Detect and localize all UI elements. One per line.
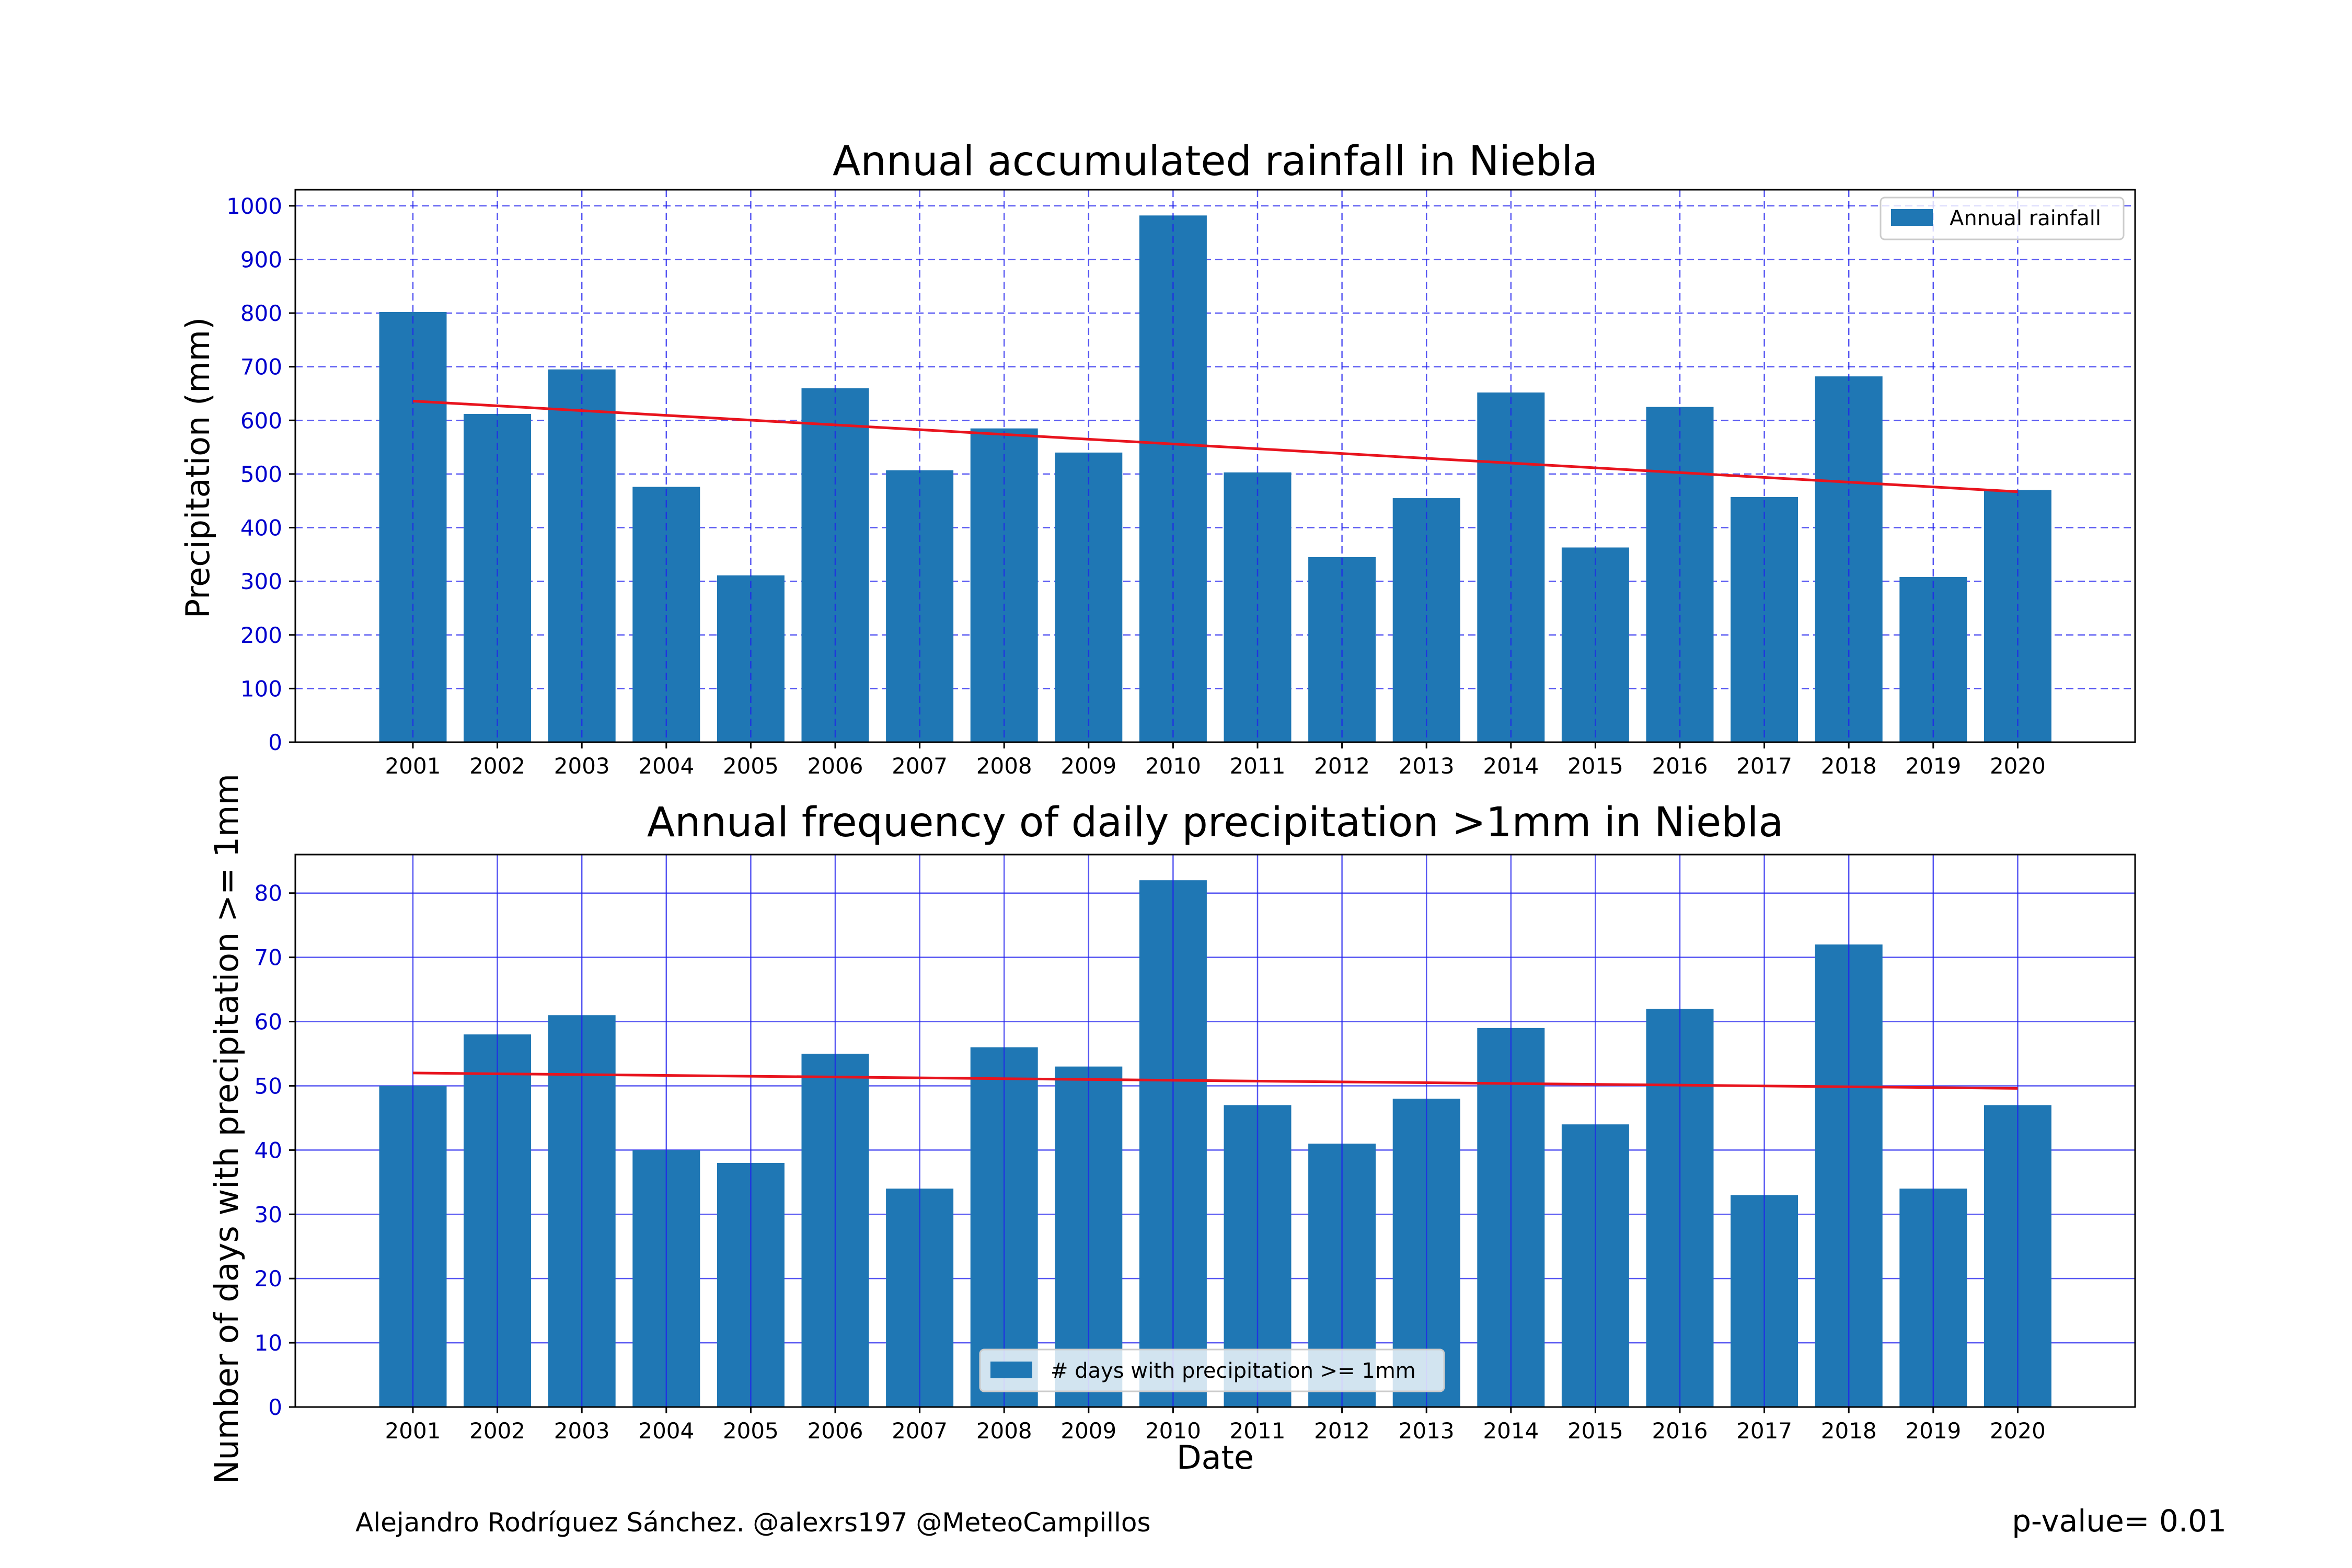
y-tick-label: 40 — [255, 1137, 282, 1163]
x-axis-label: Date — [1177, 1438, 1254, 1477]
x-tick-label: 2019 — [1905, 753, 1961, 779]
legend-box — [979, 1348, 1445, 1392]
trend-line — [412, 1071, 2018, 1090]
x-tick-label: 2008 — [976, 1418, 1032, 1444]
x-tick-label: 2010 — [1145, 753, 1201, 779]
x-tick-label: 2017 — [1736, 753, 1792, 779]
legend: Annual rainfall — [1880, 197, 2125, 240]
x-tick-label: 2005 — [723, 753, 779, 779]
legend-label: # days with precipitation >= 1mm — [1051, 1359, 1416, 1383]
y-tick-label: 600 — [240, 408, 282, 433]
x-tick-label: 2008 — [976, 753, 1032, 779]
x-tick-label: 2012 — [1314, 753, 1370, 779]
x-tick-label: 2018 — [1821, 753, 1877, 779]
x-ticks: 2001 2002 2003 2004 2005 2006 2007 2008 2009 2010… — [385, 742, 2046, 779]
legend-box — [1880, 197, 2125, 240]
legend-label: Annual rainfall — [1950, 206, 2101, 230]
x-tick-label: 2013 — [1399, 1418, 1455, 1444]
x-tick-label: 2020 — [1990, 753, 2046, 779]
x-tick-label: 2011 — [1230, 753, 1286, 779]
x-tick-label: 2018 — [1821, 1418, 1877, 1444]
x-tick-label: 2013 — [1399, 753, 1455, 779]
y-tick-label: 800 — [240, 301, 282, 326]
x-tick-label: 2004 — [638, 753, 694, 779]
x-tick-label: 2004 — [638, 1418, 694, 1444]
legend-swatch — [990, 1362, 1032, 1378]
y-tick-label: 700 — [240, 354, 282, 380]
bar — [464, 413, 532, 742]
y-tick-label: 60 — [255, 1009, 282, 1035]
x-tick-label: 2006 — [808, 753, 863, 779]
bar — [717, 575, 785, 742]
frequency-chart: Annual frequency of daily precipitation … — [207, 774, 2136, 1484]
y-tick-label: 200 — [240, 622, 282, 648]
x-tick-label: 2015 — [1567, 753, 1623, 779]
chart-title: Annual frequency of daily precipitation … — [647, 799, 1783, 846]
bars — [379, 880, 2051, 1407]
x-tick-label: 2014 — [1483, 1418, 1539, 1444]
x-tick-label: 2019 — [1905, 1418, 1961, 1444]
y-axis-label: Number of days with precipitation >= 1mm — [207, 774, 246, 1484]
y-tick-label: 0 — [268, 730, 282, 755]
x-tick-label: 2003 — [554, 753, 610, 779]
x-tick-label: 2009 — [1060, 1418, 1116, 1444]
x-tick-label: 2020 — [1990, 1418, 2046, 1444]
x-tick-label: 2001 — [385, 1418, 441, 1444]
y-tick-label: 0 — [268, 1394, 282, 1420]
y-tick-label: 900 — [240, 247, 282, 272]
chart-title: Annual accumulated rainfall in Niebla — [833, 138, 1598, 185]
x-tick-label: 2005 — [723, 1418, 779, 1444]
x-tick-label: 2015 — [1567, 1418, 1623, 1444]
x-tick-label: 2007 — [892, 753, 948, 779]
rainfall-chart: Annual accumulated rainfall in Niebla Pr… — [179, 138, 2136, 779]
y-tick-label: 300 — [240, 569, 282, 594]
x-tick-label: 2010 — [1145, 1418, 1201, 1444]
x-tick-label: 2017 — [1736, 1418, 1792, 1444]
y-tick-label: 10 — [255, 1330, 282, 1356]
y-tick-label: 400 — [240, 515, 282, 541]
x-tick-label: 2014 — [1483, 753, 1539, 779]
y-tick-label: 100 — [240, 676, 282, 701]
bar — [1899, 577, 1967, 742]
trend-line-group — [412, 855, 2019, 1407]
y-tick-label: 20 — [255, 1266, 282, 1292]
plot-frame — [294, 854, 2136, 1408]
y-tick-label: 80 — [255, 881, 282, 906]
x-tick-label: 2003 — [554, 1418, 610, 1444]
y-tick-label: 30 — [255, 1202, 282, 1227]
y-ticks: 0 10 20 30 40 50 60 70 80 — [255, 881, 295, 1420]
x-tick-label: 2006 — [808, 1418, 863, 1444]
x-tick-label: 2009 — [1060, 753, 1116, 779]
legend-swatch — [1891, 209, 1933, 226]
x-tick-label: 2007 — [892, 1418, 948, 1444]
credit-text: Alejandro Rodríguez Sánchez. @alexrs197 … — [355, 1507, 1151, 1538]
x-tick-label: 2011 — [1230, 1418, 1286, 1444]
y-tick-label: 1000 — [226, 193, 282, 219]
y-tick-label: 500 — [240, 462, 282, 487]
p-value-text: p-value= 0.01 — [2012, 1503, 2227, 1539]
y-ticks: 0 100 200 300 400 500 600 700 800 900 1000 — [226, 193, 295, 755]
x-tick-label: 2016 — [1652, 1418, 1708, 1444]
y-axis-label: Precipitation (mm) — [179, 317, 217, 618]
trend-line-group — [412, 190, 2019, 742]
legend: # days with precipitation >= 1mm — [979, 1348, 1445, 1392]
x-ticks: 2001 2002 2003 2004 2005 2006 2007 2008 2009 2010… — [385, 1407, 2046, 1444]
y-tick-label: 70 — [255, 945, 282, 971]
x-tick-label: 2016 — [1652, 753, 1708, 779]
trend-line — [412, 399, 2018, 493]
x-tick-label: 2012 — [1314, 1418, 1370, 1444]
bar — [1477, 392, 1545, 742]
plot-frame — [294, 189, 2136, 743]
x-tick-label: 2001 — [385, 753, 441, 779]
x-tick-label: 2002 — [469, 1418, 525, 1444]
y-tick-label: 50 — [255, 1073, 282, 1099]
x-tick-label: 2002 — [469, 753, 525, 779]
